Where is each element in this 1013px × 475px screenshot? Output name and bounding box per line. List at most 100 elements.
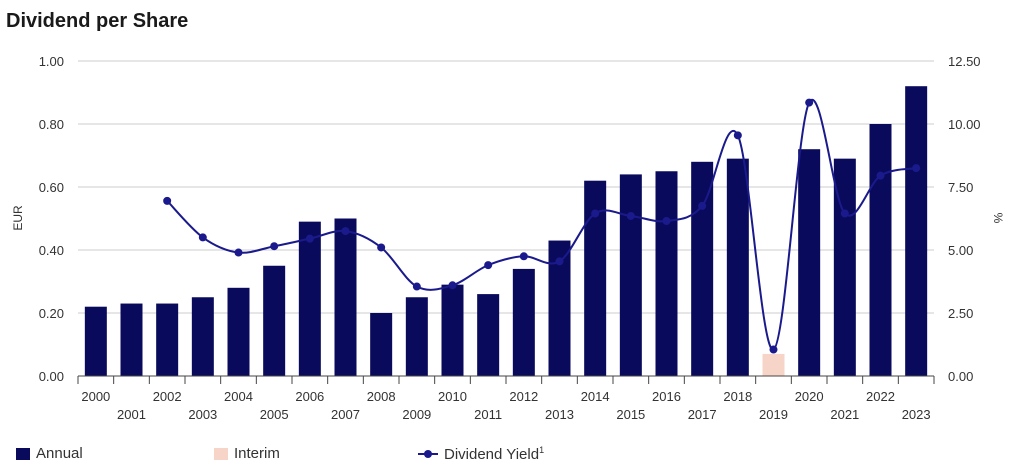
legend-label-annual: Annual — [36, 445, 83, 462]
yield-point — [876, 171, 885, 180]
y2-tick-label: 7.50 — [948, 180, 973, 195]
bar-annual — [227, 287, 250, 376]
yield-point — [805, 98, 814, 107]
x-tick-label: 2010 — [438, 389, 467, 404]
bar-annual — [584, 180, 607, 376]
yield-point — [448, 281, 457, 290]
bar-annual — [263, 265, 286, 376]
legend-label-yield: Dividend Yield1 — [444, 445, 545, 463]
x-tick-label: 2023 — [902, 407, 931, 422]
bar-annual — [191, 297, 214, 376]
yield-point — [733, 131, 742, 140]
bar-annual — [84, 306, 107, 376]
x-tick-label: 2012 — [509, 389, 538, 404]
y2-tick-label: 10.00 — [948, 117, 981, 132]
x-tick-label: 2006 — [295, 389, 324, 404]
x-tick-label: 2001 — [117, 407, 146, 422]
x-tick-label: 2011 — [474, 407, 502, 422]
chart-title: Dividend per Share — [6, 10, 189, 32]
yield-line — [163, 98, 921, 354]
bar-annual — [548, 240, 571, 376]
yield-point — [769, 345, 778, 354]
yield-point — [163, 196, 172, 205]
yield-point — [840, 209, 849, 218]
x-tick-label: 2015 — [616, 407, 645, 422]
x-tick-label: 2022 — [866, 389, 895, 404]
yield-point — [626, 211, 635, 220]
legend-item-yield[interactable]: Dividend Yield1 — [418, 445, 544, 463]
bar-annual — [905, 86, 928, 376]
x-tick-label: 2003 — [188, 407, 217, 422]
yield-point — [198, 233, 207, 242]
yield-point — [555, 257, 564, 266]
bar-annual — [798, 149, 821, 376]
bar-annual — [833, 158, 856, 376]
bar-interim — [762, 353, 785, 376]
x-tick-label: 2016 — [652, 389, 681, 404]
bar-annual — [405, 297, 428, 376]
x-tick-label: 2009 — [402, 407, 431, 422]
bars — [84, 86, 928, 376]
x-tick-label: 2002 — [153, 389, 182, 404]
x-tick-label: 2018 — [723, 389, 752, 404]
bar-annual — [655, 171, 678, 376]
x-tick-label: 2004 — [224, 389, 253, 404]
dividend-chart: 0.00 0.20 0.40 0.60 0.80 1.00 0.00 2.50 5.00 7.50… — [11, 54, 1005, 422]
yield-point — [591, 209, 600, 218]
y-tick-label: 0.60 — [39, 180, 64, 195]
interim-swatch — [214, 447, 228, 460]
x-tick-label: 2005 — [260, 407, 289, 422]
y2-tick-label: 0.00 — [948, 369, 973, 384]
yield-point — [412, 282, 421, 291]
yield-point — [341, 227, 350, 236]
bar-annual — [156, 303, 179, 376]
x-tick-label: 2007 — [331, 407, 360, 422]
yield-point — [662, 217, 671, 226]
legend-item-annual[interactable]: Annual — [16, 445, 83, 462]
annual-swatch — [16, 447, 30, 460]
bar-annual — [334, 218, 357, 376]
yield-point — [912, 164, 921, 173]
yield-point — [698, 201, 707, 210]
x-tick-label: 2020 — [795, 389, 824, 404]
yield-point — [234, 248, 243, 257]
gridlines — [78, 60, 934, 314]
yield-point — [270, 242, 279, 251]
y2-tick-label: 12.50 — [948, 54, 981, 69]
x-tick-label: 2013 — [545, 407, 574, 422]
x-tick-label: 2014 — [581, 389, 610, 404]
bar-annual — [298, 221, 321, 376]
yield-line-swatch — [418, 448, 438, 460]
bar-annual — [619, 174, 642, 376]
yield-point — [484, 261, 493, 270]
y-tick-label: 0.40 — [39, 243, 64, 258]
x-tick-label: 2019 — [759, 407, 788, 422]
bar-annual — [370, 313, 393, 376]
y2-tick-label: 2.50 — [948, 306, 973, 321]
bar-annual — [869, 124, 892, 376]
legend: Annual Interim Dividend Yield1 — [0, 445, 1013, 471]
yield-point — [519, 252, 528, 261]
bar-annual — [477, 294, 500, 376]
y-tick-label: 0.20 — [39, 306, 64, 321]
yield-point — [305, 234, 314, 243]
axes: 0.00 0.20 0.40 0.60 0.80 1.00 0.00 2.50 5.00 7.50… — [11, 54, 1005, 422]
yield-point — [377, 243, 386, 252]
y2-tick-label: 5.00 — [948, 243, 973, 258]
bar-annual — [441, 284, 464, 376]
x-tick-label: 2021 — [830, 407, 859, 422]
footnote-marker: 1 — [539, 445, 545, 455]
x-tick-label: 2000 — [81, 389, 110, 404]
x-tick-label: 2017 — [688, 407, 717, 422]
bar-annual — [691, 161, 714, 376]
y-tick-label: 1.00 — [39, 54, 64, 69]
bar-annual — [726, 158, 749, 376]
y2-axis-title: % — [991, 213, 1005, 224]
y-axis-title: EUR — [11, 205, 25, 231]
y-tick-label: 0.00 — [39, 369, 64, 384]
legend-item-interim[interactable]: Interim — [214, 445, 280, 462]
legend-label-interim: Interim — [234, 445, 280, 462]
bar-annual — [120, 303, 143, 376]
x-tick-label: 2008 — [367, 389, 396, 404]
bar-annual — [512, 268, 535, 376]
